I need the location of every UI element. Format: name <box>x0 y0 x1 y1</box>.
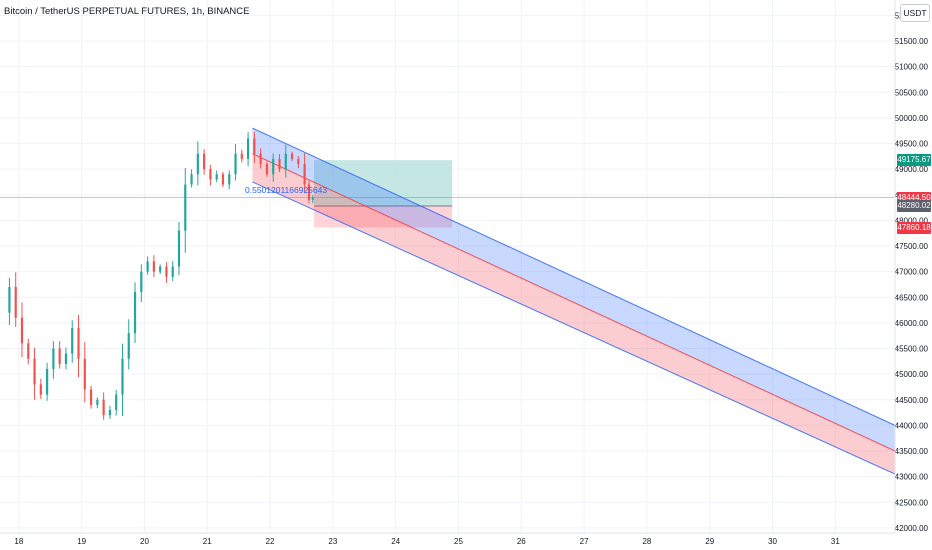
candle-body <box>146 261 149 272</box>
candle-body <box>177 230 181 267</box>
x-tick-label: 22 <box>266 537 275 546</box>
x-tick-label: 30 <box>768 537 777 546</box>
y-tick-label: 51000.00 <box>895 63 929 72</box>
candle-body <box>58 348 61 364</box>
candle-body <box>265 164 269 175</box>
y-tick-label: 48000.00 <box>895 216 929 225</box>
drawings <box>0 127 896 475</box>
price-tag-target: 49175.67 <box>897 154 931 167</box>
candle-body <box>228 174 231 185</box>
candle-body <box>253 138 256 154</box>
x-tick-label: 25 <box>454 537 463 546</box>
x-tick-label: 31 <box>831 537 840 546</box>
candle-body <box>121 358 124 395</box>
x-tick-label: 24 <box>391 537 400 546</box>
candle-body <box>203 153 206 170</box>
candle-body <box>215 174 218 180</box>
candle-body <box>115 394 118 410</box>
candle-body <box>290 153 294 159</box>
candle-body <box>83 358 86 390</box>
stop-zone <box>314 206 453 228</box>
candle-body <box>52 348 55 369</box>
candle-body <box>140 271 143 293</box>
candle-body <box>221 174 225 185</box>
candle-body <box>303 164 306 185</box>
y-tick-label: 43000.00 <box>895 473 929 482</box>
candle-body <box>20 317 24 344</box>
candles <box>8 131 314 420</box>
y-tick-label: 42500.00 <box>895 498 929 507</box>
y-tick-label: 45000.00 <box>895 370 929 379</box>
channel-middle-line <box>252 153 896 452</box>
candle-body <box>297 158 300 164</box>
candle-body <box>278 158 281 170</box>
y-tick-label: 45500.00 <box>895 345 929 354</box>
y-tick-label: 47500.00 <box>895 242 929 251</box>
x-tick-label: 21 <box>203 537 212 546</box>
candle-body <box>33 358 36 385</box>
y-tick-label: 46000.00 <box>895 319 929 328</box>
x-tick-label: 29 <box>705 537 714 546</box>
candle-body <box>307 184 311 200</box>
candle-body <box>184 184 187 231</box>
x-tick-label: 19 <box>77 537 86 546</box>
y-tick-label: 50000.00 <box>895 114 929 123</box>
candle-body <box>14 287 17 318</box>
candle-body <box>190 174 193 185</box>
y-tick-label: 50500.00 <box>895 88 929 97</box>
y-tick-label: 47000.00 <box>895 268 929 277</box>
candle-body <box>196 153 199 175</box>
candle-body <box>133 292 137 334</box>
candle-body <box>272 158 275 175</box>
candle-body <box>209 169 212 180</box>
candle-body <box>159 266 162 272</box>
price-tag-entry: 48280.02 <box>897 200 931 213</box>
y-tick-label: 46500.00 <box>895 293 929 302</box>
candle-body <box>165 266 168 277</box>
fib-channel-label: 0.5501201166925643 <box>245 185 328 195</box>
candle-body <box>77 328 80 359</box>
y-tick-label: 49500.00 <box>895 140 929 149</box>
x-tick-label: 26 <box>517 537 526 546</box>
candle-body <box>234 153 237 175</box>
channel-lower-line <box>252 181 896 475</box>
x-tick-label: 23 <box>328 537 337 546</box>
candle-body <box>39 384 42 395</box>
candle-body <box>8 287 11 313</box>
x-tick-label: 18 <box>14 537 23 546</box>
candle-body <box>284 153 287 170</box>
symbol-title: Bitcoin / TetherUS PERPETUAL FUTURES, 1h… <box>4 6 250 17</box>
price-tag-stop: 47860.18 <box>897 221 931 234</box>
y-tick-label: 43500.00 <box>895 447 929 456</box>
channel-upper-line <box>252 127 896 426</box>
channel-lower-band <box>252 153 896 475</box>
candle-body <box>89 389 93 405</box>
candle-body <box>127 333 130 359</box>
candle-body <box>246 138 250 159</box>
currency-button[interactable]: USDT <box>900 4 930 22</box>
candle-body <box>171 266 174 277</box>
candle-body <box>108 410 112 416</box>
x-tick-label: 27 <box>580 537 589 546</box>
x-tick-label: 28 <box>642 537 651 546</box>
channel-upper-band <box>252 128 896 451</box>
y-tick-label: 51500.00 <box>895 37 929 46</box>
y-tick-label: 42000.00 <box>895 524 929 533</box>
candle-body <box>152 261 155 272</box>
y-tick-label: 44500.00 <box>895 396 929 405</box>
candle-body <box>240 153 243 159</box>
candle-body <box>46 369 49 395</box>
candle-body <box>27 343 30 359</box>
candle-body <box>311 197 314 200</box>
candle-body <box>102 399 105 416</box>
candle-body <box>96 399 99 405</box>
candle-body <box>71 328 74 354</box>
candle-body <box>259 153 262 164</box>
y-tick-label: 44000.00 <box>895 421 929 430</box>
x-tick-label: 20 <box>140 537 149 546</box>
y-tick-label: 49000.00 <box>895 165 929 174</box>
candle-body <box>64 353 68 364</box>
